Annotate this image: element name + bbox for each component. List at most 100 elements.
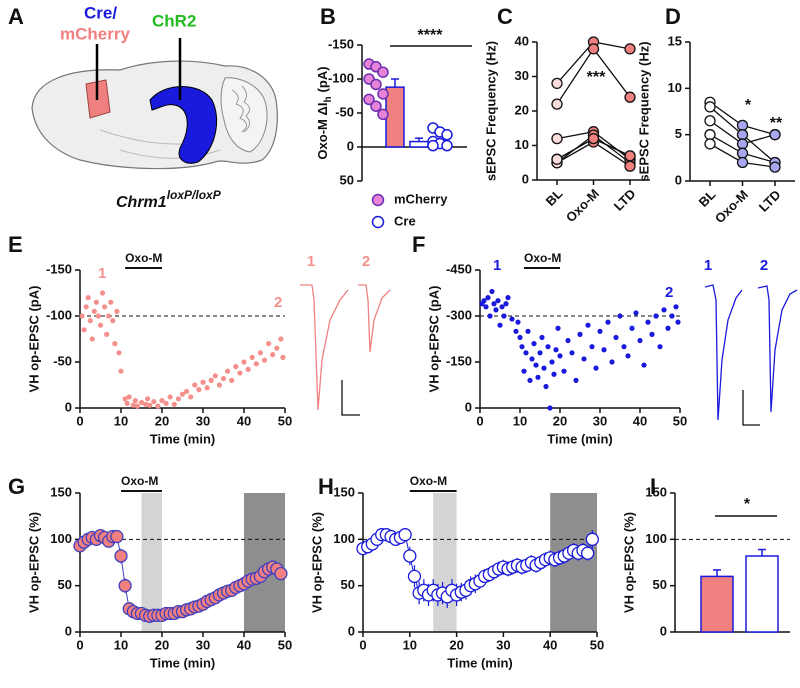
data-point <box>179 391 186 397</box>
data-point <box>501 313 507 319</box>
y-tick-label: 20 <box>515 102 529 117</box>
data-point <box>613 334 619 341</box>
data-point <box>216 382 222 388</box>
y-tick-label: 150 <box>50 484 72 499</box>
x-axis-label: Time (min) <box>447 655 513 670</box>
bar <box>745 555 779 633</box>
data-point <box>587 43 600 55</box>
genotype: Chrm1loxP/loxP <box>116 188 222 211</box>
y-axis-label: sEPSC Frequency (Hz) <box>483 41 498 181</box>
data-point <box>661 307 667 313</box>
panel-label: B <box>320 4 336 29</box>
treatment-label: Oxo-M <box>410 474 447 488</box>
data-point <box>669 313 675 319</box>
data-point <box>581 356 587 362</box>
x-tick-label: 20 <box>553 413 567 428</box>
y-axis-label: VH op-EPSC (%) <box>621 512 636 613</box>
panel-label: E <box>8 232 23 257</box>
data-point <box>79 313 85 319</box>
data-point <box>736 138 749 150</box>
data-point <box>97 322 104 328</box>
data-point <box>377 66 389 78</box>
trace <box>358 284 391 353</box>
data-point <box>609 359 615 365</box>
data-point <box>665 325 671 331</box>
data-point <box>529 356 535 362</box>
data-point <box>147 402 153 408</box>
x-tick-label: 30 <box>196 413 210 428</box>
panel-label: D <box>665 4 681 29</box>
data-point <box>565 337 571 344</box>
data-point <box>167 394 173 400</box>
data-point <box>557 353 563 359</box>
data-point <box>585 532 599 546</box>
data-point <box>377 88 389 100</box>
data-point <box>270 352 276 358</box>
data-point <box>151 398 157 405</box>
data-point <box>704 129 716 141</box>
x-tick-label: 0 <box>359 637 366 652</box>
data-point <box>89 336 95 342</box>
significance-label: *** <box>587 69 606 86</box>
legend-marker <box>371 215 385 229</box>
y-tick-label: 50 <box>58 577 72 592</box>
data-point <box>493 307 499 313</box>
data-point <box>188 394 194 400</box>
data-point <box>114 549 128 563</box>
data-point <box>736 129 749 141</box>
data-point <box>114 308 120 314</box>
data-point <box>403 549 417 563</box>
x-tick-label: 20 <box>449 637 463 652</box>
data-point <box>587 132 600 145</box>
data-point <box>543 383 549 390</box>
data-point <box>108 299 114 305</box>
y-tick-label: -50 <box>53 353 72 368</box>
data-point <box>624 43 636 55</box>
genotype-gene: Chrm1 <box>116 194 167 211</box>
data-point <box>551 98 563 110</box>
y-tick-label: 50 <box>653 577 667 592</box>
y-axis-label: sEPSC Frequency (Hz) <box>636 41 651 181</box>
x-tick-label: 20 <box>155 637 169 652</box>
data-point <box>483 304 489 310</box>
data-point <box>769 129 781 141</box>
data-point <box>184 388 190 395</box>
data-point <box>155 403 161 409</box>
y-tick-label: 0 <box>347 138 354 153</box>
data-point <box>126 394 132 400</box>
data-point <box>513 328 519 334</box>
x-tick-label: 50 <box>278 637 292 652</box>
y-axis-label: Oxo-M ΔIh (pA) <box>315 66 333 159</box>
data-point <box>657 344 663 350</box>
data-point <box>653 313 659 319</box>
data-point <box>551 77 563 90</box>
scale-bar <box>341 380 360 416</box>
trace-label: 2 <box>760 257 768 274</box>
data-point <box>527 377 533 383</box>
data-point <box>93 299 99 305</box>
data-point <box>175 396 181 402</box>
y-tick-label: 0 <box>65 623 72 638</box>
significance-label: * <box>745 97 752 114</box>
legend-marker <box>371 193 385 207</box>
panel-label: G <box>8 474 25 499</box>
data-point <box>134 403 140 409</box>
data-point <box>601 347 607 353</box>
data-point <box>249 354 255 360</box>
x-tick-label: LTD <box>756 187 784 215</box>
hippocampus <box>149 86 218 164</box>
data-point <box>624 91 636 103</box>
data-point <box>704 101 716 113</box>
data-point <box>489 288 495 295</box>
panel-label: C <box>497 4 513 29</box>
y-tick-label: 0 <box>348 623 355 638</box>
data-point <box>553 347 559 353</box>
data-point <box>481 298 487 304</box>
y-tick-label: 10 <box>515 137 529 152</box>
data-point <box>637 337 643 344</box>
data-point <box>485 295 491 301</box>
data-point <box>237 370 243 376</box>
data-point <box>769 161 781 173</box>
significance-label: ** <box>770 115 783 132</box>
data-point <box>116 350 122 356</box>
